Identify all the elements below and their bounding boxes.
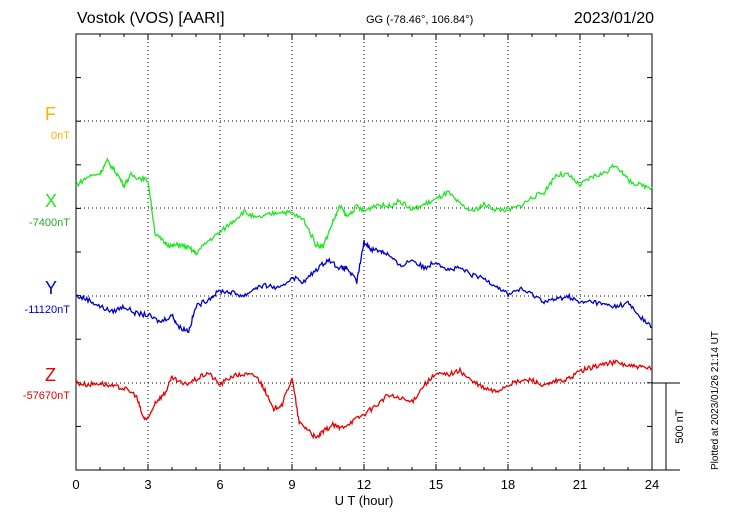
x-tick-label: 24 [645,477,659,492]
channel-baseline-f: 0nT [51,130,70,142]
channel-baseline-x: -7400nT [29,217,70,229]
channel-baseline-z: -57670nT [22,390,70,402]
channel-label-f: F [45,104,56,124]
x-tick-label: 15 [429,477,443,492]
x-tick-label: 6 [216,477,223,492]
station-coordinates: GG (-78.46°, 106.84°) [366,14,474,26]
plot-frame [75,33,653,471]
x-axis-label: U T (hour) [335,493,394,508]
x-tick-label: 0 [72,477,79,492]
scale-bar-label: 500 nT [674,409,686,444]
x-tick-label: 21 [573,477,587,492]
channel-label-x: X [45,191,58,211]
station-title: Vostok (VOS) [AARI] [77,10,225,27]
x-tick-label: 18 [501,477,515,492]
channel-label-y: Y [45,278,58,298]
series-line-x [75,157,653,256]
channel-label-z: Z [45,365,56,385]
channel-baseline-y: -11120nT [24,304,70,316]
x-tick-label: 12 [357,477,371,492]
plot-date: 2023/01/20 [573,10,654,27]
series-line-y [75,239,653,334]
series-line-z [75,359,653,440]
x-tick-label: 3 [144,477,151,492]
x-tick-label: 9 [288,477,295,492]
